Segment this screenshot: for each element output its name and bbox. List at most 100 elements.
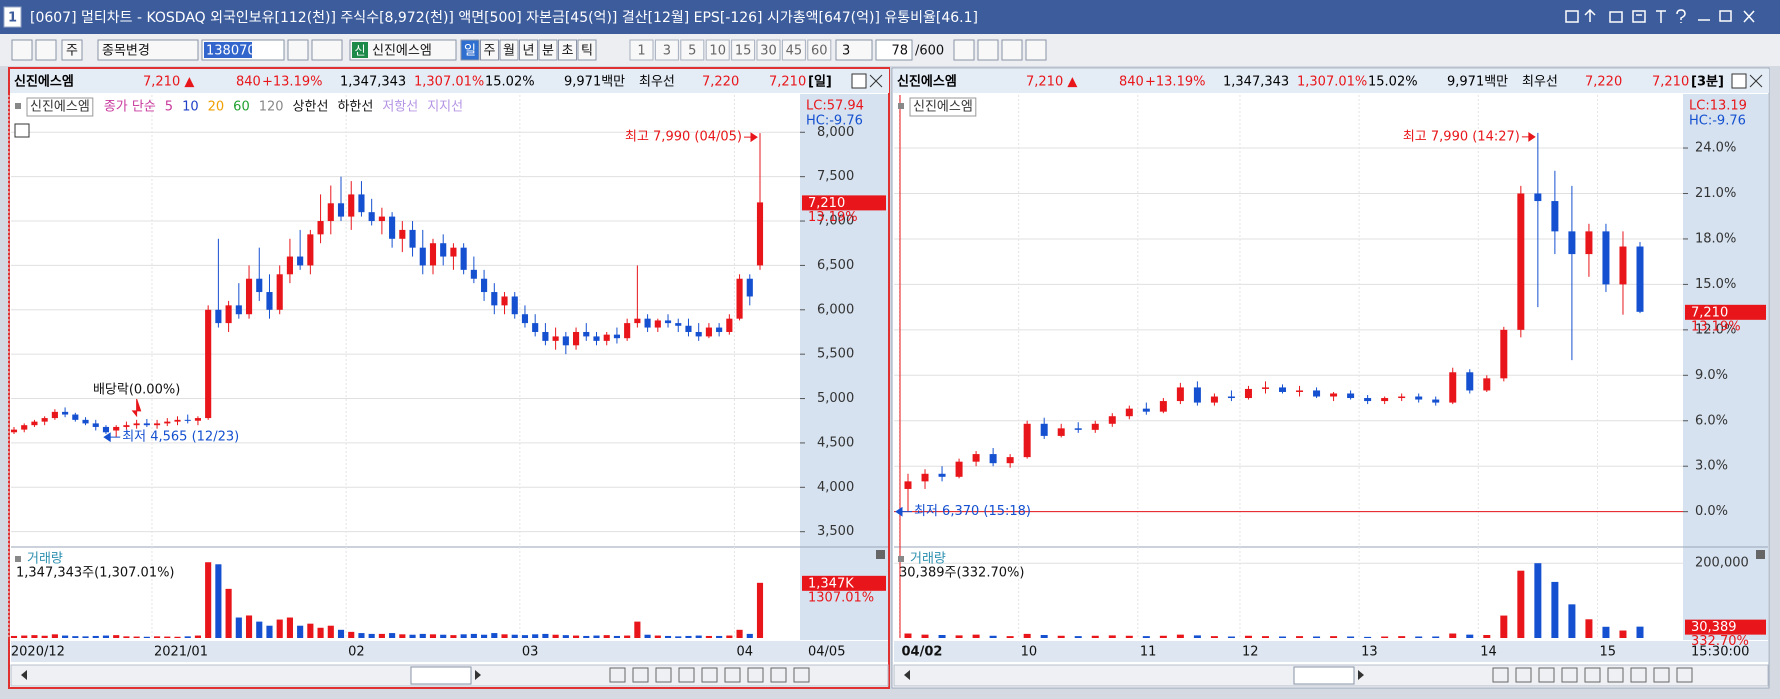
interval-button[interactable] (629, 39, 654, 61)
control-icon[interactable] (1719, 10, 1732, 22)
period-label[interactable]: 년 (523, 44, 535, 59)
period-label[interactable]: 초 (562, 44, 574, 59)
period-button[interactable] (460, 39, 480, 61)
legend-entry[interactable]: 하한선 (337, 100, 373, 115)
interval-label[interactable]: 30 (760, 44, 777, 59)
market-combo[interactable] (61, 39, 83, 61)
control-icon[interactable] (1676, 9, 1686, 23)
tool-button[interactable] (35, 39, 57, 61)
period-button[interactable] (538, 39, 558, 61)
period-button[interactable] (558, 39, 577, 61)
unit-combo[interactable] (835, 39, 873, 61)
count-input[interactable] (875, 39, 913, 61)
interval-button[interactable] (807, 39, 832, 61)
period-label[interactable]: 일 (464, 44, 476, 59)
interval-label[interactable]: 3 (663, 44, 671, 59)
tool-button[interactable] (1025, 39, 1047, 61)
interval-button[interactable] (781, 39, 806, 61)
stock-box[interactable] (349, 39, 457, 61)
scroll-thumb[interactable] (1293, 666, 1355, 685)
tool-button[interactable] (287, 39, 309, 61)
panel-button[interactable] (851, 73, 867, 89)
chart-tool[interactable] (1653, 667, 1670, 683)
chart-tool[interactable] (1561, 667, 1578, 683)
legend-entry[interactable]: 종가 단순 (104, 100, 156, 115)
chart-tool[interactable] (632, 667, 649, 683)
tool-button[interactable] (977, 39, 999, 61)
interval-label[interactable]: 5 (688, 44, 696, 59)
chart-tool[interactable] (655, 667, 672, 683)
interval-button[interactable] (731, 39, 756, 61)
period-button[interactable] (519, 39, 538, 61)
interval-label[interactable]: 60 (811, 44, 828, 59)
chart-tool[interactable] (1630, 667, 1647, 683)
search-combo[interactable] (97, 39, 199, 61)
chart-tool[interactable] (609, 667, 626, 683)
interval-button[interactable] (705, 39, 730, 61)
period-label[interactable]: 월 (503, 44, 515, 59)
legend-entry[interactable]: 지지선 (427, 100, 463, 115)
grid-toggle[interactable] (14, 123, 30, 138)
control-icon[interactable] (1632, 10, 1646, 23)
panel-close[interactable] (1749, 74, 1763, 88)
chart-tool[interactable] (770, 667, 787, 683)
chart-tool[interactable] (1492, 667, 1509, 683)
legend-entry[interactable]: 저항선 (382, 100, 418, 115)
market[interactable]: 주 (66, 44, 78, 59)
panel-close[interactable] (869, 74, 883, 88)
toolbar-icons[interactable] (11, 39, 1047, 61)
legend-entry[interactable]: 신진에스엠 (913, 100, 973, 115)
control-icon[interactable] (1565, 10, 1579, 23)
period-label[interactable]: 분 (542, 44, 554, 59)
unit[interactable]: 3 (842, 44, 850, 59)
chart-tool[interactable] (1676, 667, 1693, 683)
volume-bar (389, 633, 396, 638)
control-icon[interactable] (1743, 10, 1755, 23)
chart-tool[interactable] (1607, 667, 1624, 683)
interval-label[interactable]: 1 (637, 44, 645, 59)
window-controls[interactable] (1565, 8, 1755, 23)
control-icon[interactable] (1656, 10, 1666, 23)
volume-close[interactable] (1756, 550, 1765, 559)
control-icon[interactable] (1584, 8, 1596, 22)
tool-button[interactable] (11, 39, 33, 61)
legend-entry[interactable]: 60 (233, 100, 250, 115)
chart-tool[interactable] (1584, 667, 1601, 683)
legend-entry[interactable]: 5 (165, 100, 173, 115)
tool-button[interactable] (1001, 39, 1023, 61)
chart-tool[interactable] (724, 667, 741, 683)
tool-button[interactable] (311, 39, 343, 61)
interval-button[interactable] (654, 39, 679, 61)
volume-close[interactable] (876, 550, 885, 559)
chart-tool[interactable] (747, 667, 764, 683)
interval-label[interactable]: 45 (786, 44, 803, 59)
interval-label[interactable]: 10 (709, 44, 726, 59)
count[interactable]: 78 (891, 44, 908, 59)
chart-tool[interactable] (1538, 667, 1555, 683)
interval-button[interactable] (680, 39, 705, 61)
legend-entry[interactable]: 신진에스엠 (30, 100, 90, 115)
legend-entry[interactable]: 20 (208, 100, 225, 115)
candle-body (756, 202, 764, 266)
legend-entry[interactable]: 상한선 (293, 100, 329, 115)
stock-name[interactable]: 신진에스엠 (372, 44, 432, 59)
chart-tool[interactable] (793, 667, 810, 683)
chart-tool[interactable] (678, 667, 695, 683)
scroll-thumb[interactable] (410, 666, 472, 685)
period-label[interactable]: 주 (484, 44, 496, 59)
period-label[interactable]: 틱 (581, 44, 593, 59)
period-button[interactable] (499, 39, 519, 61)
tool-button[interactable] (953, 39, 975, 61)
chart-tool[interactable] (1515, 667, 1532, 683)
chart-tool[interactable] (701, 667, 718, 683)
search[interactable]: 종목변경 (102, 44, 150, 59)
interval-label[interactable]: 15 (735, 44, 752, 59)
period-button[interactable] (480, 39, 499, 61)
interval-button[interactable] (756, 39, 781, 61)
stock-code[interactable]: 138070 (206, 44, 256, 59)
period-button[interactable] (577, 39, 597, 61)
panel-button[interactable] (1731, 73, 1747, 89)
legend-entry[interactable]: 10 (182, 100, 199, 115)
legend-entry[interactable]: 120 (259, 100, 284, 115)
control-icon[interactable] (1609, 11, 1623, 23)
